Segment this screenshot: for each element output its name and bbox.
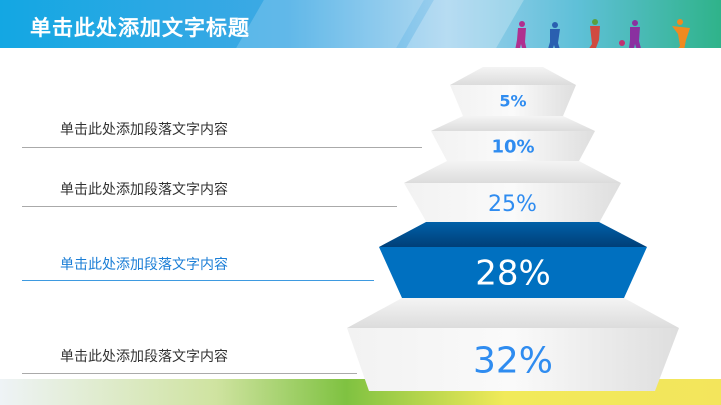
pyramid-tier[interactable]: 10% — [431, 116, 595, 161]
tier-value-label: 10% — [491, 136, 534, 157]
pyramid-tier[interactable]: 5% — [450, 67, 576, 116]
header-banner: 单击此处添加文字标题 — [0, 0, 721, 48]
divider-line-active — [22, 280, 374, 281]
divider-line — [22, 373, 357, 374]
tier-value-label: 25% — [488, 192, 537, 217]
list-item-text[interactable]: 单击此处添加段落文字内容 — [60, 349, 228, 365]
pyramid-tier[interactable]: 28% — [379, 222, 647, 298]
tier-top-face — [347, 298, 679, 328]
divider-line — [22, 206, 397, 207]
divider-line — [22, 147, 422, 148]
tier-top-face — [379, 222, 647, 247]
tier-front-face — [347, 328, 679, 391]
pyramid-tier[interactable]: 32% — [347, 298, 679, 391]
list-item-text-active[interactable]: 单击此处添加段落文字内容 — [60, 257, 228, 273]
list-item-text[interactable]: 单击此处添加段落文字内容 — [60, 182, 228, 198]
athletes-silhouette-icon — [515, 19, 690, 48]
tier-value-label: 28% — [475, 254, 551, 294]
tier-front-face — [404, 183, 621, 223]
tier-value-label: 32% — [473, 340, 553, 381]
page-title: 单击此处添加文字标题 — [30, 16, 250, 40]
tier-value-label: 5% — [499, 91, 526, 110]
list-item-text[interactable]: 单击此处添加段落文字内容 — [60, 122, 228, 138]
tier-top-face — [431, 116, 595, 131]
tier-top-face — [404, 161, 621, 183]
tier-top-face — [450, 67, 576, 85]
tier-front-face — [431, 131, 595, 161]
pyramid-tier[interactable]: 25% — [404, 161, 621, 223]
tier-front-face — [379, 247, 647, 298]
tier-front-face — [450, 85, 576, 116]
